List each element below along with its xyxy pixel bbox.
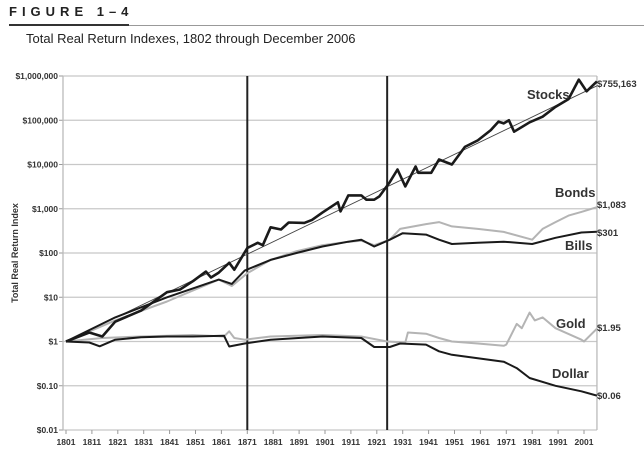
x-tick-label: 1851 [186, 437, 205, 447]
x-tick-label: 1991 [549, 437, 568, 447]
series-label-bonds: Bonds [555, 185, 595, 200]
series-label-bills: Bills [565, 238, 592, 253]
header-rule [9, 24, 129, 26]
x-tick-label: 1911 [342, 437, 361, 447]
series-line-bills [65, 230, 597, 343]
series-label-dollar: Dollar [552, 366, 589, 381]
x-tick-label: 1811 [83, 437, 102, 447]
y-tick-label: $10 [44, 292, 58, 302]
y-tick-label: $0.01 [37, 425, 59, 435]
y-tick-label: $1,000,000 [15, 71, 58, 81]
end-value-label-bills: $301 [597, 228, 619, 239]
x-tick-label: 1801 [57, 437, 76, 447]
x-tick-label: 1931 [393, 437, 412, 447]
x-tick-label: 1871 [238, 437, 257, 447]
x-tick-label: 1941 [419, 437, 438, 447]
x-tick-label: 1821 [108, 437, 127, 447]
figure-label: FIGURE 1–4 [9, 4, 134, 19]
series-line-bonds [65, 206, 598, 343]
y-tick-label: $100 [39, 248, 58, 258]
x-tick-label: 1881 [264, 437, 283, 447]
x-tick-label: 1901 [316, 437, 335, 447]
series-line-dollar [65, 334, 598, 397]
series-line-gold [65, 311, 598, 347]
x-tick-label: 2001 [575, 437, 594, 447]
chart-subtitle: Total Real Return Indexes, 1802 through … [26, 31, 356, 46]
x-tick-label: 1831 [134, 437, 153, 447]
series-line-stocks [65, 78, 598, 343]
end-value-label-stocks: $755,163 [597, 79, 637, 90]
y-tick-label: $10,000 [27, 160, 58, 170]
y-tick-label: $0.10 [37, 381, 59, 391]
x-tick-label: 1961 [471, 437, 490, 447]
stocks-trend-line [65, 85, 598, 342]
y-tick-label: $1,000 [32, 204, 58, 214]
series-label-stocks: Stocks [527, 87, 570, 102]
end-value-label-gold: $1.95 [597, 323, 621, 334]
x-tick-label: 1971 [497, 437, 516, 447]
x-tick-label: 1951 [445, 437, 464, 447]
x-tick-label: 1841 [160, 437, 179, 447]
end-value-label-bonds: $1,083 [597, 200, 626, 211]
x-tick-label: 1891 [290, 437, 309, 447]
y-tick-label: $100,000 [23, 115, 59, 125]
x-tick-label: 1921 [367, 437, 386, 447]
y-tick-label: $1 [49, 337, 59, 347]
x-tick-label: 1981 [523, 437, 542, 447]
header-rule-thin [129, 25, 644, 26]
x-tick-label: 1861 [212, 437, 231, 447]
end-value-label-dollar: $0.06 [597, 391, 621, 402]
y-axis-label: Total Real Return Index [10, 203, 20, 303]
series-label-gold: Gold [556, 316, 586, 331]
